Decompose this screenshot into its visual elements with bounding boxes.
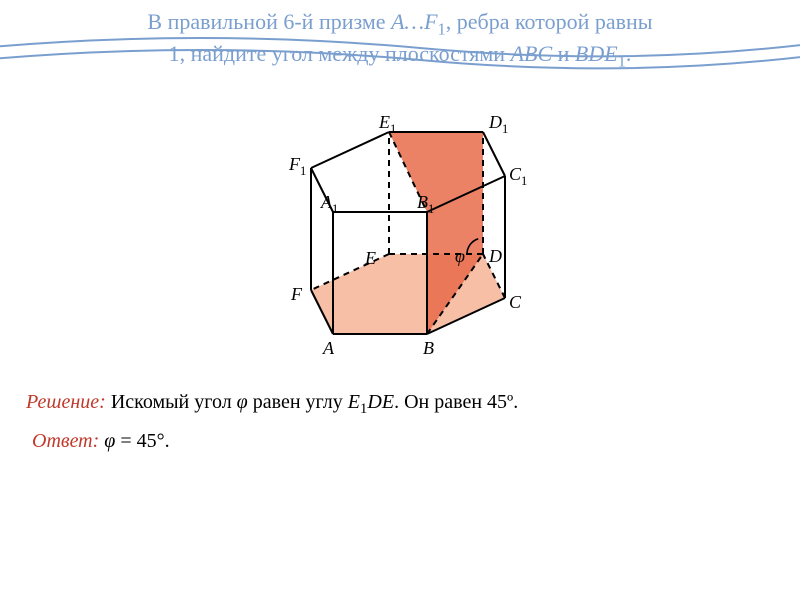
solution-after: . Он равен 45º. [394,391,518,413]
svg-text:D: D [488,246,502,266]
solution-mid: равен углу [248,391,348,413]
svg-text:A: A [322,338,335,358]
svg-text:φ: φ [455,246,465,266]
solution-angle-rest: DE [367,391,394,413]
svg-text:A1: A1 [320,192,338,216]
svg-text:E: E [364,248,376,268]
svg-text:C: C [509,292,522,312]
svg-text:D1: D1 [488,112,508,136]
solution-phi: φ [237,391,248,413]
solution-angle-E: E [348,391,360,413]
svg-text:B: B [423,338,434,358]
title-plane1: ABC [511,41,553,66]
solution-label: Решение: [26,391,106,413]
answer-label: Ответ: [32,430,99,452]
svg-text:F1: F1 [288,154,306,178]
title-prefix: В правильной 6-й призме [147,9,391,34]
title-prism: A…F [391,9,437,34]
prism-diagram: ABCDEFA1B1C1D1E1F1φ [0,78,800,373]
title-suffix2: . [626,41,632,66]
svg-text:C1: C1 [509,164,527,188]
title-line2-prefix: 1, найдите угол между плоскостями [169,41,511,66]
title-suffix1: , ребра которой равны [446,9,653,34]
solution-line: Решение: Искомый угол φ равен углу E1DE.… [26,391,800,418]
title-plane2-sub: 1 [618,51,626,70]
answer-phi: φ [104,430,115,452]
title-prism-sub: 1 [438,19,446,38]
title-plane2: BDE [575,41,618,66]
svg-text:F: F [290,284,303,304]
problem-title: В правильной 6-й призме A…F1, ребра кото… [0,0,800,72]
answer-line: Ответ: φ = 45°. [32,430,800,453]
title-mid: и [552,41,575,66]
solution-before: Искомый угол [106,391,237,413]
answer-eq: = 45°. [115,430,169,452]
